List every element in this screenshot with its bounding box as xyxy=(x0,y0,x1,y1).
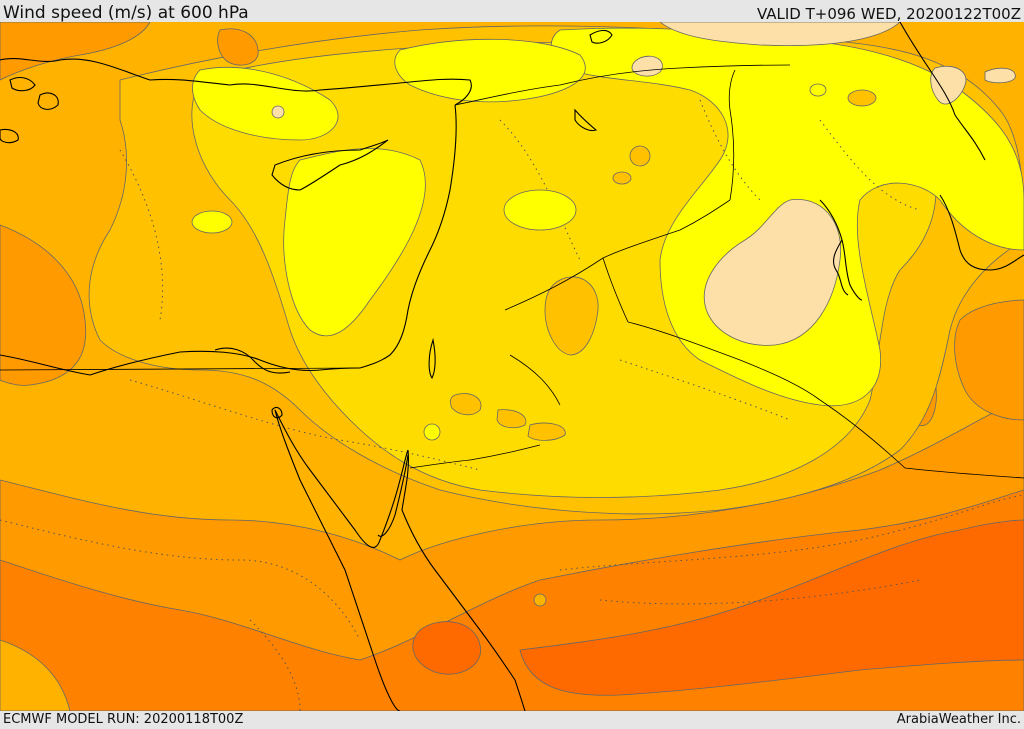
dotted-contours xyxy=(0,99,1024,711)
wind-band-nw xyxy=(0,22,151,81)
wind-band-east-right xyxy=(954,299,1024,421)
wind-band-patch-3 xyxy=(496,409,527,429)
coastlines xyxy=(0,22,1024,711)
header-bar xyxy=(0,0,1024,22)
wind-band-patch-jordan xyxy=(544,276,599,356)
wind-band-calm-n4 xyxy=(659,22,901,47)
wind-band-yellow-cy xyxy=(192,66,339,141)
chart-title: Wind speed (m/s) at 600 hPa xyxy=(3,3,249,23)
model-run-label: ECMWF MODEL RUN: 20200118T00Z xyxy=(3,712,244,727)
wind-band-calm-n2 xyxy=(930,65,967,105)
borders xyxy=(0,64,1024,479)
footer-bar xyxy=(0,711,1024,729)
wind-band-core-2 xyxy=(412,621,481,675)
wind-band-patch-2 xyxy=(527,422,566,441)
wind-speed-map xyxy=(0,22,1024,711)
wind-band-sw xyxy=(0,639,71,711)
wind-band-yellow-n xyxy=(394,38,586,103)
wind-band-nw-2 xyxy=(217,28,259,66)
wind-band-core xyxy=(519,519,1024,696)
small-patches xyxy=(191,83,877,607)
wind-band-west xyxy=(0,224,87,386)
wind-band-patch-1 xyxy=(449,393,482,416)
credit-label: ArabiaWeather Inc. xyxy=(896,712,1021,727)
wind-band-calm-n3 xyxy=(984,67,1016,84)
valid-time: VALID T+096 WED, 20200122T00Z xyxy=(756,5,1021,23)
wind-band-yellow xyxy=(283,148,426,337)
